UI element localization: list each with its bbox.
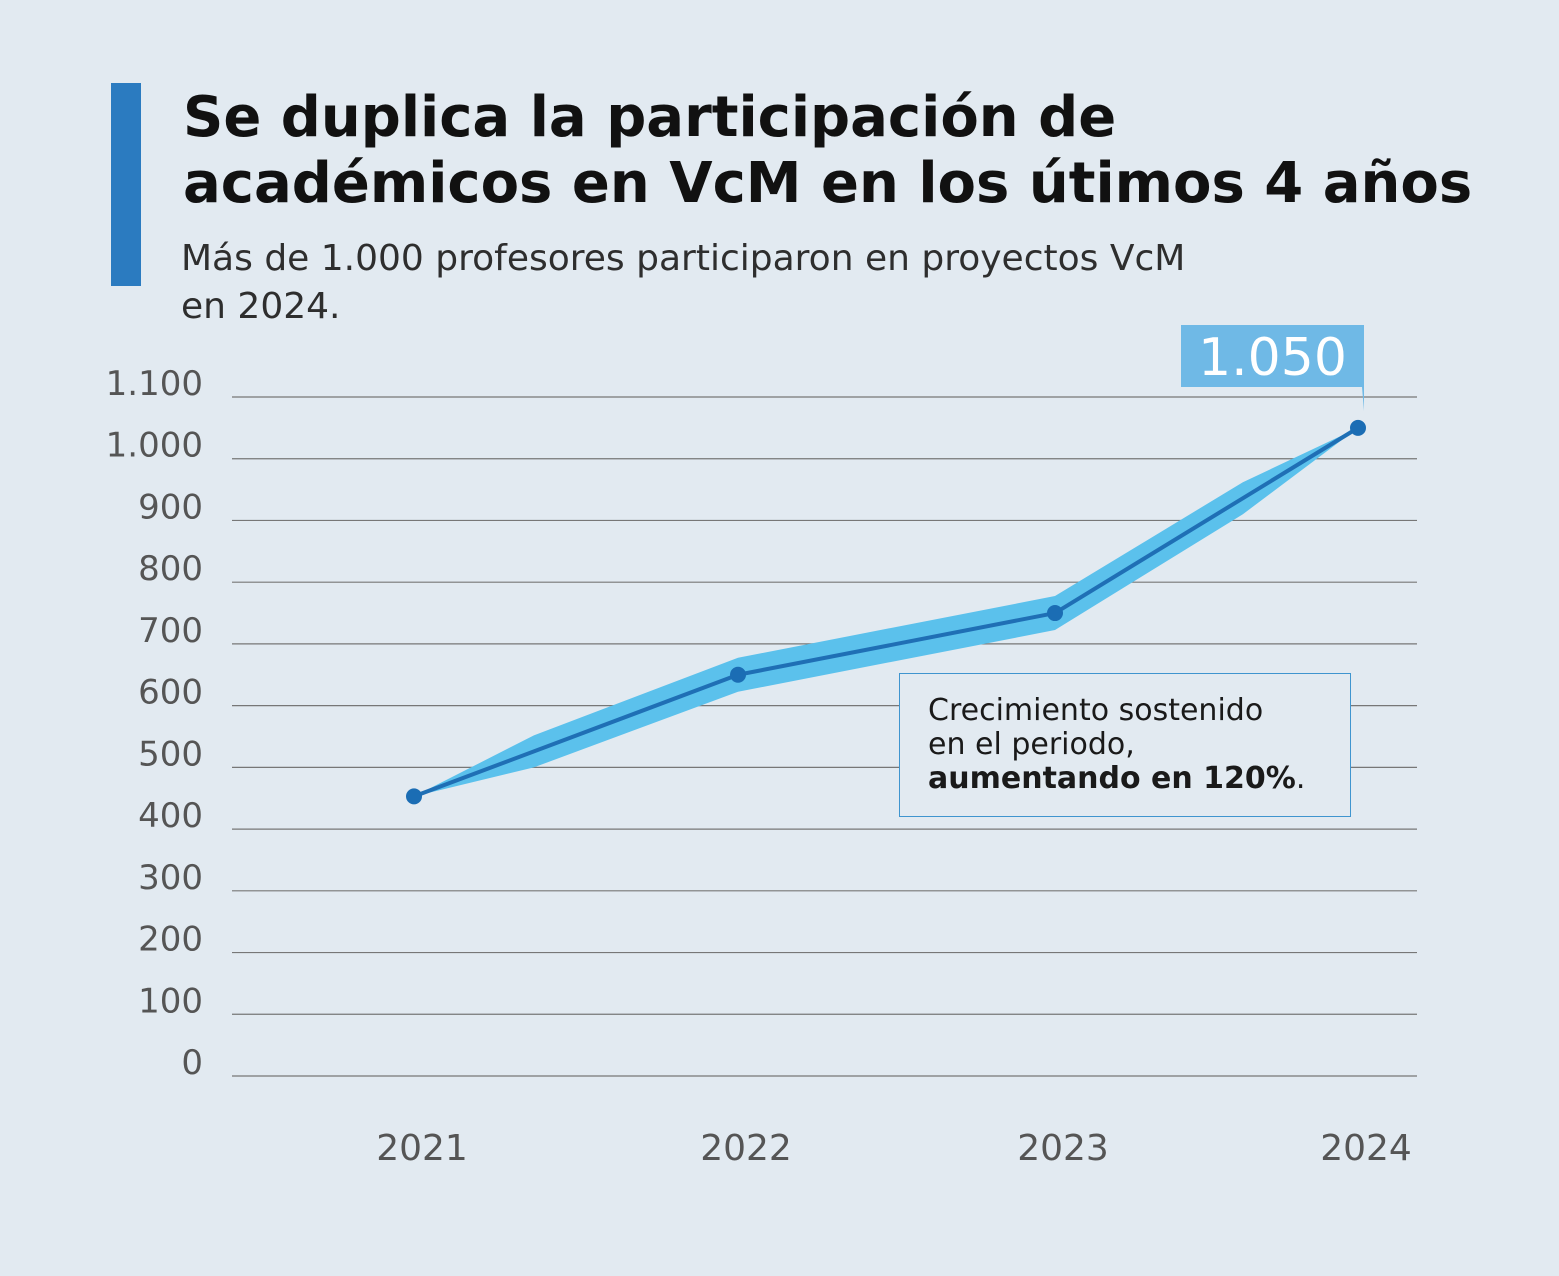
x-axis-ticks: 2021 2022 2023 2024 <box>376 1128 1412 1169</box>
x-tick-label-2021: 2021 <box>376 1128 468 1169</box>
callout-line-1: Crecimiento sostenido <box>928 693 1264 728</box>
x-tick-label-2022: 2022 <box>700 1128 792 1169</box>
growth-callout: Crecimiento sostenido en el periodo, aum… <box>899 673 1351 817</box>
callout-suffix: . <box>1295 761 1306 796</box>
data-point-2023 <box>1047 605 1063 622</box>
y-tick-label-200: 200 <box>138 920 203 960</box>
y-tick-label-300: 300 <box>138 858 203 898</box>
data-point-2021 <box>406 788 422 805</box>
x-tick-label-2024: 2024 <box>1320 1128 1412 1169</box>
series-band <box>414 427 1358 797</box>
highlight-label-text: 1.050 <box>1198 328 1347 388</box>
highlight-layer: 1.050 <box>1181 325 1364 411</box>
title-line-1: Se duplica la participación de <box>183 85 1117 150</box>
highlight-label-box <box>1181 325 1364 411</box>
y-tick-label-1100: 1.100 <box>106 364 203 404</box>
y-tick-label-600: 600 <box>138 673 203 713</box>
x-tick-label-2023: 2023 <box>1017 1128 1109 1169</box>
series-line <box>413 426 1360 799</box>
y-tick-label-700: 700 <box>138 611 203 651</box>
y-tick-label-1000: 1.000 <box>106 426 203 466</box>
y-tick-label-900: 900 <box>138 487 203 527</box>
y-tick-label-500: 500 <box>138 734 203 774</box>
y-tick-label-800: 800 <box>138 549 203 589</box>
chart-subtitle: Más de 1.000 profesores participaron en … <box>181 235 1361 331</box>
subtitle-line-2: en 2024. <box>181 286 341 327</box>
y-tick-label-0: 0 <box>181 1043 203 1083</box>
callout-line-2: en el periodo, <box>928 727 1135 762</box>
y-tick-label-400: 400 <box>138 796 203 836</box>
callout-line-3: aumentando en 120%. <box>928 762 1350 796</box>
chart-title: Se duplica la participación de académico… <box>183 85 1472 217</box>
y-tick-label-100: 100 <box>138 981 203 1021</box>
data-point-2024 <box>1350 419 1366 436</box>
title-line-2: académicos en VcM en los útimos 4 años <box>183 151 1473 216</box>
data-point-2022 <box>730 666 746 683</box>
accent-bar <box>111 83 141 286</box>
y-axis-ticks: 0 100 200 300 400 500 600 700 800 900 1.000 1.100 <box>106 364 203 1083</box>
subtitle-line-1: Más de 1.000 profesores participaron en … <box>181 238 1186 279</box>
callout-bold: aumentando en 120% <box>928 761 1296 796</box>
series-layer <box>406 419 1366 805</box>
